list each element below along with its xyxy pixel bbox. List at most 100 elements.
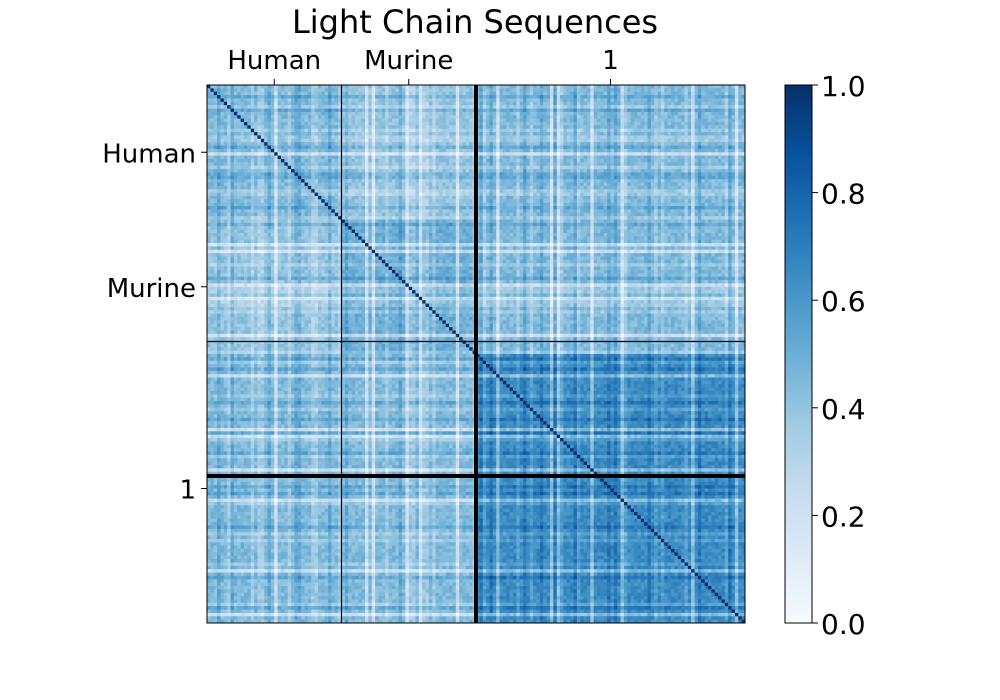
heatmap-cell [681,156,685,160]
heatmap-cell [574,132,578,136]
heatmap-cell [257,159,261,163]
heatmap-cell [375,156,379,160]
heatmap-cell [241,88,245,92]
heatmap-cell [641,159,645,163]
heatmap-cell [644,135,648,139]
heatmap-cell [701,112,705,116]
heatmap-cell [399,172,403,176]
heatmap-cell [220,85,224,89]
heatmap-cell [644,105,648,109]
heatmap-cell [311,132,315,136]
heatmap-cell [563,85,567,89]
heatmap-cell [321,105,325,109]
heatmap-cell [237,172,241,176]
heatmap-cell [560,139,564,143]
heatmap-cell [479,166,483,170]
heatmap-cell [274,169,278,173]
heatmap-cell [607,98,611,102]
heatmap-cell [254,119,258,123]
heatmap-cell [486,109,490,113]
heatmap-cell [617,102,621,106]
heatmap-cell [516,112,520,116]
heatmap-cell [426,125,430,129]
heatmap-cell [321,95,325,99]
heatmap-cell [207,109,211,113]
heatmap-cell [469,183,473,187]
heatmap-cell [735,119,739,123]
heatmap-cell [247,112,251,116]
heatmap-cell [345,139,349,143]
heatmap-cell [664,88,668,92]
heatmap-cell [500,183,504,187]
heatmap-cell [281,169,285,173]
heatmap-cell [244,159,248,163]
heatmap-cell [432,142,436,146]
heatmap-cell [718,162,722,166]
heatmap-cell [691,156,695,160]
heatmap-cell [372,122,376,126]
heatmap-cell [594,142,598,146]
heatmap-cell [268,162,272,166]
heatmap-cell [738,129,742,133]
heatmap-cell [671,183,675,187]
heatmap-cell [611,149,615,153]
heatmap-cell [567,166,571,170]
heatmap-cell [506,92,510,96]
heatmap-cell [419,139,423,143]
heatmap-cell [247,98,251,102]
heatmap-cell [574,142,578,146]
heatmap-cell [432,179,436,183]
heatmap-cell [654,176,658,180]
heatmap-cell [439,125,443,129]
heatmap-cell [489,129,493,133]
heatmap-cell [516,125,520,129]
heatmap-cell [496,119,500,123]
heatmap-cell [385,183,389,187]
heatmap-cell [224,139,228,143]
heatmap-cell [348,95,352,99]
heatmap-cell [459,115,463,119]
heatmap-cell [294,102,298,106]
heatmap-cell [446,152,450,156]
heatmap-cell [234,105,238,109]
heatmap-cell [449,105,453,109]
heatmap-cell [486,119,490,123]
heatmap-cell [577,102,581,106]
heatmap-cell [294,152,298,156]
heatmap-cell [506,169,510,173]
heatmap-cell [308,159,312,163]
heatmap-cell [288,146,292,150]
heatmap-cell [647,142,651,146]
heatmap-cell [506,183,510,187]
heatmap-cell [291,149,295,153]
heatmap-cell [220,132,224,136]
heatmap-cell [701,85,705,89]
heatmap-cell [241,129,245,133]
heatmap-cell [426,142,430,146]
heatmap-cell [237,92,241,96]
heatmap-cell [446,92,450,96]
heatmap-cell [315,129,319,133]
heatmap-cell [395,95,399,99]
heatmap-cell [298,85,302,89]
heatmap-cell [257,142,261,146]
heatmap-cell [691,98,695,102]
heatmap-cell [728,139,732,143]
heatmap-cell [301,159,305,163]
heatmap-cell [254,179,258,183]
heatmap-cell [446,142,450,146]
heatmap-cell [368,102,372,106]
heatmap-cell [691,95,695,99]
heatmap-cell [415,92,419,96]
heatmap-cell [241,122,245,126]
heatmap-cell [261,139,265,143]
heatmap-cell [271,146,275,150]
heatmap-cell [604,98,608,102]
heatmap-cell [560,149,564,153]
heatmap-cell [298,95,302,99]
heatmap-cell [634,169,638,173]
heatmap-cell [580,135,584,139]
heatmap-cell [617,129,621,133]
heatmap-cell [328,122,332,126]
heatmap-cell [614,183,618,187]
